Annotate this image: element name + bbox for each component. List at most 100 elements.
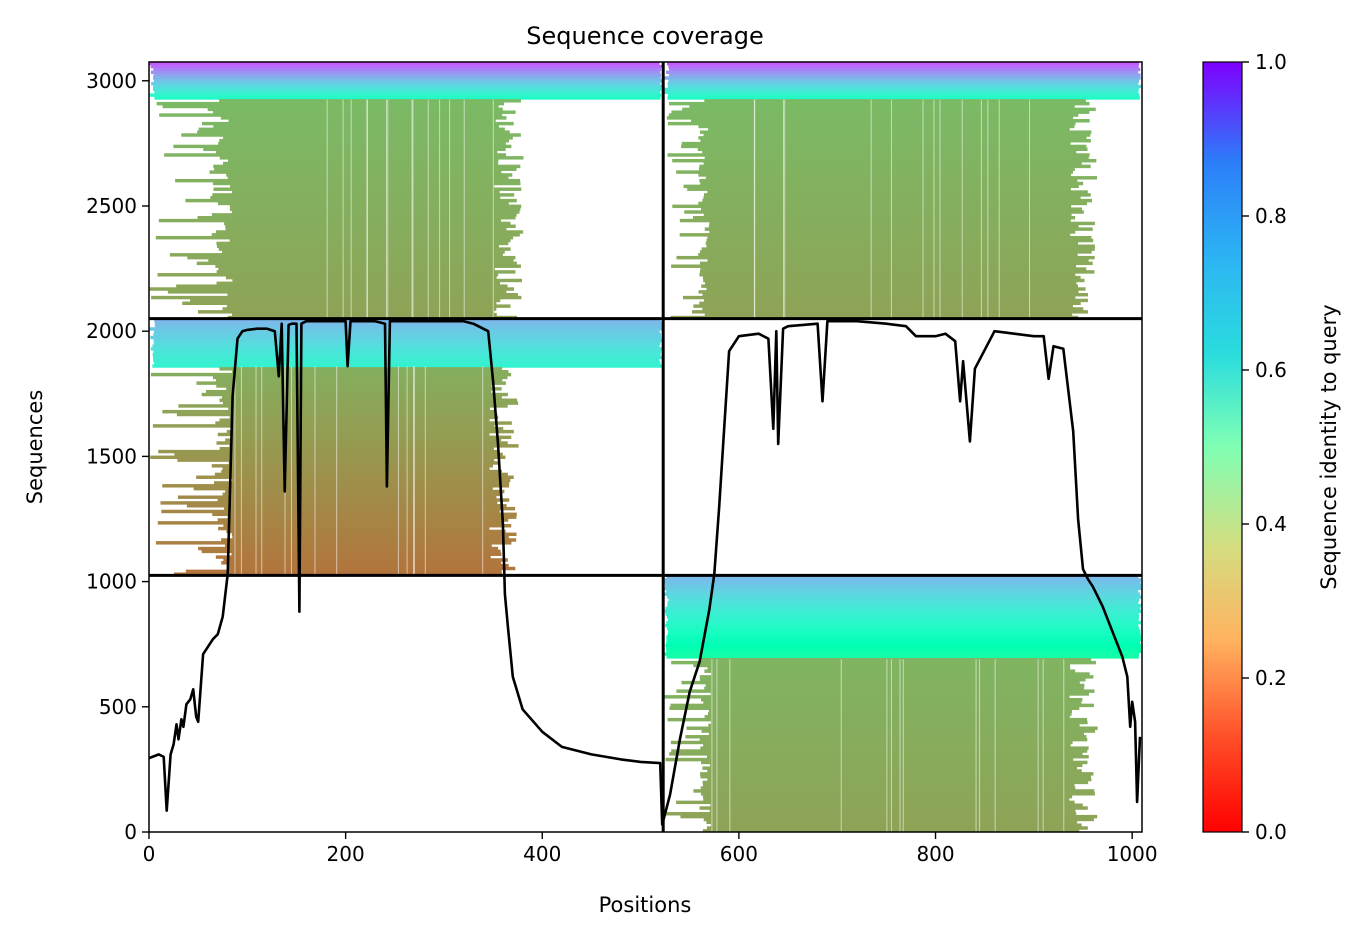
- coverage-row: [663, 90, 1139, 94]
- coverage-row: [703, 817, 1094, 822]
- coverage-row: [216, 241, 509, 246]
- gap-column: [1063, 659, 1065, 832]
- coverage-row: [665, 643, 1142, 648]
- coverage-row: [704, 99, 1086, 103]
- coverage-row: [707, 769, 1082, 773]
- coverage-row: [667, 603, 1142, 608]
- coverage-row: [666, 595, 1142, 599]
- coverage-row: [666, 116, 1074, 120]
- coverage-row: [704, 686, 1085, 691]
- coverage-row: [167, 290, 507, 294]
- gap-column: [439, 99, 441, 319]
- coverage-row: [703, 797, 1070, 802]
- coverage-row: [152, 344, 660, 348]
- coverage-row: [707, 755, 1089, 759]
- gap-column: [840, 659, 842, 832]
- gap-column: [961, 99, 963, 319]
- coverage-row: [679, 233, 1071, 237]
- coverage-row: [681, 141, 1071, 146]
- gap-column: [427, 99, 429, 319]
- gap-column: [366, 99, 368, 319]
- gap-column: [240, 366, 242, 576]
- coverage-row: [666, 62, 1140, 66]
- coverage-row: [175, 178, 521, 183]
- coverage-row: [698, 173, 1071, 177]
- coverage-row: [149, 62, 660, 66]
- coverage-row: [226, 173, 513, 177]
- gap-column: [336, 366, 338, 576]
- y-tick-label: 1000: [86, 570, 137, 594]
- coverage-row: [201, 392, 508, 397]
- coverage-row: [699, 737, 1088, 742]
- coverage-row: [686, 726, 1098, 730]
- coverage-row: [221, 250, 505, 254]
- coverage-row: [218, 247, 511, 251]
- coverage-row: [211, 464, 493, 468]
- gap-column: [890, 659, 892, 832]
- coverage-row: [231, 532, 517, 537]
- coverage-row: [231, 210, 520, 214]
- coverage-row: [212, 110, 516, 114]
- coverage-row: [197, 216, 516, 220]
- coverage-row: [218, 526, 490, 531]
- colorbar-tick-label: 0.6: [1255, 358, 1287, 382]
- coverage-row: [702, 783, 1075, 787]
- coverage-row: [708, 732, 1085, 736]
- coverage-row: [153, 76, 661, 80]
- colorbar-tick-label: 0.4: [1255, 512, 1287, 536]
- coverage-row: [215, 264, 521, 268]
- coverage-row: [190, 298, 501, 303]
- coverage-row: [666, 620, 1142, 625]
- coverage-row: [208, 258, 514, 263]
- coverage-row: [212, 193, 515, 197]
- coverage-row: [228, 566, 516, 571]
- coverage-row: [214, 167, 517, 171]
- gap-column: [449, 99, 451, 319]
- coverage-row: [153, 79, 663, 83]
- coverage-row: [217, 201, 509, 206]
- coverage-row: [701, 760, 1088, 765]
- gap-column: [234, 366, 236, 576]
- coverage-row: [162, 104, 499, 109]
- coverage-row: [224, 543, 492, 548]
- coverage-row: [219, 367, 503, 371]
- coverage-row: [207, 107, 503, 112]
- gap-column: [979, 659, 981, 832]
- coverage-row: [665, 757, 1074, 762]
- coverage-row: [154, 96, 661, 100]
- coverage-row: [221, 538, 517, 542]
- coverage-row: [176, 284, 508, 288]
- coverage-row: [698, 253, 1078, 257]
- coverage-row: [230, 184, 495, 189]
- coverage-row: [149, 327, 662, 331]
- coverage-row: [216, 270, 516, 274]
- coverage-row: [158, 218, 502, 223]
- coverage-row: [679, 218, 1071, 223]
- coverage-row: [153, 87, 662, 92]
- gap-column: [342, 99, 344, 319]
- coverage-row: [710, 763, 1083, 768]
- coverage-row: [667, 632, 1141, 636]
- heatmap-block: [149, 318, 664, 576]
- coverage-row: [229, 415, 499, 420]
- coverage-row: [699, 250, 1092, 254]
- coverage-row: [709, 809, 1076, 813]
- coverage-row: [219, 398, 518, 402]
- coverage-row: [222, 401, 519, 405]
- gap-column: [482, 366, 484, 576]
- coverage-row: [222, 492, 500, 497]
- coverage-row: [702, 766, 1078, 770]
- coverage-row: [692, 310, 1088, 314]
- gap-column: [397, 366, 399, 576]
- coverage-row: [162, 484, 510, 488]
- gap-column: [424, 366, 426, 576]
- coverage-row: [691, 119, 1090, 123]
- gap-column: [933, 99, 935, 319]
- gap-column: [783, 99, 785, 319]
- coverage-row: [221, 469, 502, 474]
- coverage-row: [211, 213, 517, 217]
- coverage-row: [155, 235, 514, 240]
- coverage-row: [704, 193, 1091, 197]
- coverage-row: [672, 158, 1097, 163]
